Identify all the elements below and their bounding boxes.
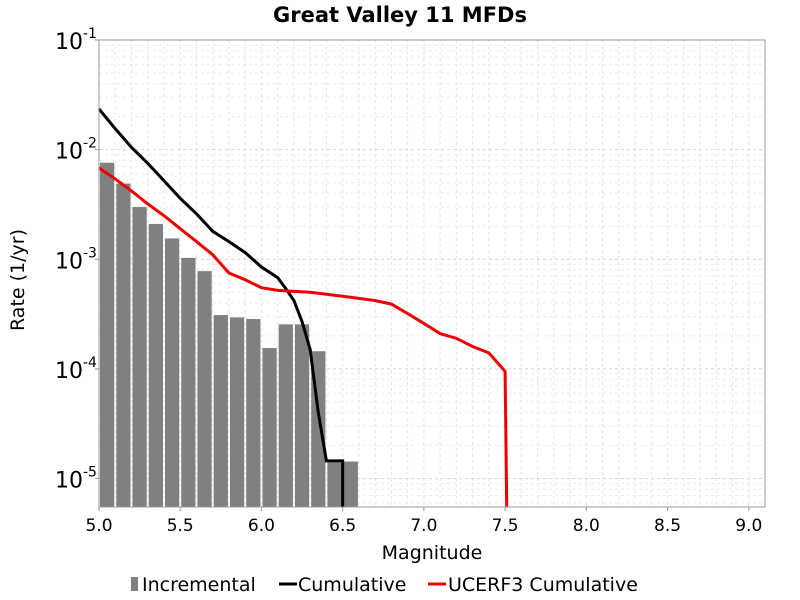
- incremental-bar: [327, 462, 342, 507]
- incremental-bar: [100, 162, 115, 507]
- legend-swatch-incremental: [131, 577, 138, 591]
- incremental-bars: [100, 162, 358, 508]
- x-tick-label: 5.0: [85, 516, 112, 536]
- legend-label-cumulative: Cumulative: [298, 574, 406, 596]
- incremental-bar: [181, 257, 196, 507]
- chart-title: Great Valley 11 MFDs: [273, 3, 527, 27]
- x-axis-ticks: 5.0 5.5 6.0 6.5 7.0 7.5 8.0 8.5 9.0: [85, 507, 762, 536]
- y-tick-label: 10-4: [55, 355, 97, 384]
- incremental-bar: [116, 183, 131, 508]
- y-axis-ticks: 10-5 10-4 10-3 10-2 10-1: [55, 26, 99, 494]
- legend: Incremental Cumulative UCERF3 Cumulative: [131, 574, 638, 596]
- incremental-bar: [294, 324, 310, 507]
- x-axis-label: Magnitude: [382, 542, 483, 564]
- y-tick-label: 10-1: [55, 26, 97, 55]
- x-tick-label: 5.5: [167, 516, 194, 536]
- legend-label-ucerf3-cumulative: UCERF3 Cumulative: [448, 574, 638, 596]
- x-tick-label: 6.5: [329, 516, 356, 536]
- incremental-bar: [132, 206, 147, 507]
- incremental-bar: [278, 324, 293, 507]
- incremental-bar: [197, 271, 212, 507]
- ucerf3-cumulative-line: [98, 166, 509, 508]
- incremental-bar: [229, 317, 245, 507]
- incremental-bar: [164, 238, 180, 508]
- y-axis-label: Rate (1/yr): [7, 229, 29, 331]
- incremental-bar: [262, 348, 277, 507]
- incremental-bar: [148, 223, 163, 507]
- incremental-bar: [246, 319, 261, 507]
- cumulative-line: [97, 107, 345, 507]
- plot-area: [97, 39, 766, 508]
- legend-label-incremental: Incremental: [142, 574, 256, 596]
- y-tick-label: 10-3: [55, 245, 97, 274]
- y-tick-label: 10-2: [55, 136, 97, 165]
- x-tick-label: 6.0: [248, 516, 275, 536]
- plot-border: [98, 39, 766, 508]
- y-tick-label: 10-5: [55, 465, 97, 494]
- incremental-bar: [343, 461, 358, 507]
- incremental-bar: [213, 315, 228, 507]
- x-tick-label: 7.0: [410, 516, 437, 536]
- x-tick-label: 8.5: [654, 516, 681, 536]
- x-tick-label: 7.5: [492, 516, 519, 536]
- x-tick-label: 8.0: [573, 516, 600, 536]
- cumulative-lines: [97, 107, 509, 508]
- x-tick-label: 9.0: [735, 516, 762, 536]
